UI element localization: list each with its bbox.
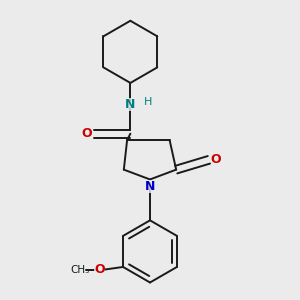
Text: N: N <box>145 180 155 193</box>
Text: O: O <box>82 127 92 140</box>
Text: O: O <box>94 263 105 276</box>
Text: O: O <box>211 153 221 166</box>
Text: H: H <box>144 97 153 106</box>
Text: CH₃: CH₃ <box>70 265 89 275</box>
Text: N: N <box>125 98 136 111</box>
